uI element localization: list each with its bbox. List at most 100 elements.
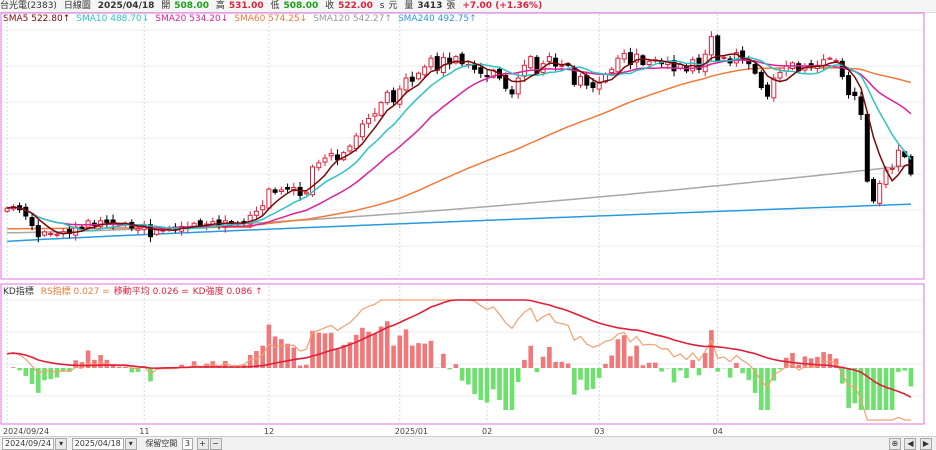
scroll-left-icon[interactable]: ◀ xyxy=(904,438,916,450)
candle-body xyxy=(753,65,757,74)
candle-body xyxy=(766,85,770,96)
histogram-bar-down xyxy=(585,368,590,390)
histogram-bar-down xyxy=(877,368,882,410)
candle-body xyxy=(136,229,140,231)
histogram-bar-down xyxy=(697,368,702,375)
histogram-bar-up xyxy=(553,362,558,368)
x-tick-label: 11 xyxy=(139,427,149,436)
candle-body xyxy=(872,180,876,201)
candle-body xyxy=(80,227,84,229)
histogram-bar-up xyxy=(522,360,527,368)
candle-body xyxy=(859,97,863,115)
to-date-field[interactable]: 2025/04/18 xyxy=(72,438,124,450)
candle-body xyxy=(865,115,869,182)
histogram-bar-up xyxy=(304,365,309,368)
candle-body xyxy=(379,103,383,116)
histogram-bar-down xyxy=(485,368,490,403)
candle-body xyxy=(24,207,28,216)
histogram-bar-up xyxy=(317,333,322,368)
candle-body xyxy=(722,57,726,58)
histogram-bar-down xyxy=(884,368,889,410)
candle-body xyxy=(404,78,408,90)
zoom-in-button[interactable]: + xyxy=(197,438,209,450)
indicator-item-2: KD強度 0.086 ↑ xyxy=(193,287,263,297)
histogram-bar-up xyxy=(653,363,658,368)
histogram-bar-down xyxy=(747,368,752,380)
histogram-bar-down xyxy=(535,368,540,372)
histogram-bar-down xyxy=(17,368,22,370)
histogram-bar-down xyxy=(666,368,671,369)
histogram-bar-down xyxy=(715,368,720,372)
zoom-out-button[interactable]: − xyxy=(210,438,222,450)
candle-body xyxy=(610,69,614,72)
candle-body xyxy=(759,72,763,87)
keep-space-field[interactable]: 3 xyxy=(182,438,193,450)
candle-body xyxy=(529,57,533,68)
histogram-bar-up xyxy=(398,336,403,368)
histogram-bar-up xyxy=(416,343,421,368)
candle-body xyxy=(579,76,583,85)
histogram-bar-down xyxy=(902,368,907,371)
histogram-bar-up xyxy=(703,353,708,368)
candle-body xyxy=(392,91,396,102)
histogram-bar-down xyxy=(759,368,764,410)
candle-body xyxy=(354,136,358,149)
histogram-bar-down xyxy=(778,368,783,369)
candle-body xyxy=(254,211,258,215)
candle-body xyxy=(360,124,364,137)
scroll-right-icon[interactable]: ▶ xyxy=(920,438,932,450)
histogram-bar-up xyxy=(528,346,533,368)
candle-body xyxy=(878,184,882,204)
histogram-bar-up xyxy=(429,341,434,368)
histogram-bar-down xyxy=(472,368,477,394)
candle-body xyxy=(273,190,277,192)
histogram-bar-down xyxy=(865,368,870,410)
histogram-bar-down xyxy=(846,368,851,408)
x-tick-label: 2024/09/24 xyxy=(3,427,49,436)
histogram-bar-down xyxy=(578,368,583,380)
indicator-items: RS指標 0.027 =移動平均 0.026 =KD強度 0.086 ↑ xyxy=(41,287,267,297)
candle-body xyxy=(105,220,109,222)
candle-body xyxy=(547,57,551,62)
zoom-icon[interactable]: ⊕ xyxy=(889,438,901,450)
histogram-bar-up xyxy=(335,350,340,369)
candle-body xyxy=(367,119,371,124)
candle-body xyxy=(30,218,34,226)
from-date-field[interactable]: 2024/09/24 xyxy=(2,438,54,450)
histogram-bar-up xyxy=(11,367,16,368)
candle-body xyxy=(261,206,265,210)
histogram-bar-up xyxy=(422,344,427,368)
candle-body xyxy=(198,221,202,226)
histogram-bar-up xyxy=(348,342,353,368)
candle-body xyxy=(317,163,321,168)
candle-body xyxy=(622,53,626,59)
histogram-bar-down xyxy=(503,368,508,410)
histogram-bar-down xyxy=(24,368,29,376)
histogram-bar-down xyxy=(479,368,484,400)
histogram-bar-down xyxy=(497,368,502,400)
candle-body xyxy=(847,76,851,95)
histogram-bar-down xyxy=(853,368,858,403)
histogram-bar-up xyxy=(279,339,284,368)
histogram-bar-down xyxy=(460,368,465,381)
histogram-bar-up xyxy=(603,364,608,368)
candle-body xyxy=(410,77,414,81)
histogram-bar-up xyxy=(690,360,695,368)
histogram-bar-up xyxy=(796,365,801,368)
histogram-bar-down xyxy=(597,368,602,378)
keep-space-label: 保留空間 xyxy=(145,439,177,448)
histogram-bar-up xyxy=(117,367,122,368)
x-tick-label: 2025/01 xyxy=(395,427,428,436)
histogram-bar-up xyxy=(323,333,328,368)
histogram-bar-down xyxy=(48,368,53,379)
candle-body xyxy=(591,83,595,88)
candle-body xyxy=(267,189,271,208)
histogram-bar-up xyxy=(354,335,359,368)
candle-body xyxy=(890,168,894,169)
to-calendar-button[interactable]: ▾ xyxy=(125,438,137,450)
histogram-bar-up xyxy=(454,364,459,368)
range-toolbar: 2024/09/24▾ 2025/04/18▾ 保留空間 3 +− ⊕ ◀ ▶ xyxy=(0,436,936,450)
histogram-bar-up xyxy=(98,355,103,368)
from-calendar-button[interactable]: ▾ xyxy=(55,438,67,450)
